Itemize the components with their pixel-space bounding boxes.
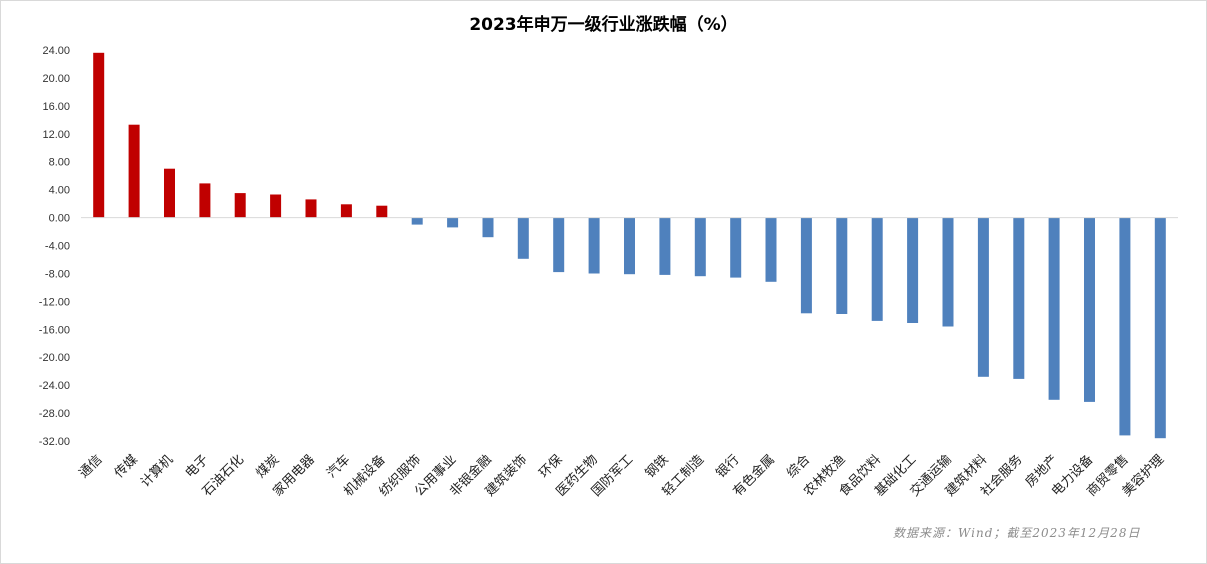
y-tick-label: 16.00 bbox=[42, 101, 70, 113]
bar-环保 bbox=[553, 217, 565, 273]
bar-煤炭 bbox=[270, 194, 282, 218]
x-category-label: 煤炭 bbox=[253, 452, 282, 481]
bar-商贸零售 bbox=[1119, 217, 1131, 436]
bar-通信 bbox=[93, 52, 105, 218]
y-tick-label: 0.00 bbox=[49, 213, 70, 225]
y-tick-label: 12.00 bbox=[42, 129, 70, 141]
x-category-label: 综合 bbox=[784, 452, 813, 481]
y-tick-label: -16.00 bbox=[39, 324, 70, 336]
bar-综合 bbox=[800, 217, 812, 314]
bar-美容护理 bbox=[1154, 217, 1166, 439]
bar-食品饮料 bbox=[871, 217, 883, 321]
y-tick-label: -8.00 bbox=[45, 268, 70, 280]
bar-交通运输 bbox=[942, 217, 954, 327]
y-tick-label: 8.00 bbox=[49, 157, 70, 169]
bar-农林牧渔 bbox=[836, 217, 848, 314]
bar-国防军工 bbox=[624, 217, 635, 275]
x-category-label: 钢铁 bbox=[643, 452, 672, 481]
bar-电力设备 bbox=[1084, 217, 1095, 402]
data-source-note: 数据来源：Wind；截至2023年12月28日 bbox=[893, 526, 1141, 540]
bar-银行 bbox=[730, 217, 742, 278]
bar-建筑材料 bbox=[977, 217, 989, 377]
x-category-label: 计算机 bbox=[138, 452, 176, 490]
bar-公用事业 bbox=[447, 217, 459, 228]
y-tick-label: 4.00 bbox=[49, 185, 70, 197]
bar-建筑装饰 bbox=[517, 217, 529, 259]
y-tick-label: -24.00 bbox=[39, 380, 70, 392]
x-category-label: 汽车 bbox=[324, 452, 354, 482]
bar-纺织服饰 bbox=[411, 217, 423, 225]
bar-钢铁 bbox=[659, 217, 671, 275]
y-tick-label: -12.00 bbox=[39, 296, 70, 308]
bar-电子 bbox=[199, 183, 211, 218]
y-tick-label: -20.00 bbox=[39, 352, 70, 364]
x-category-label: 银行 bbox=[713, 452, 742, 481]
bar-机械设备 bbox=[376, 205, 388, 218]
y-tick-label: -28.00 bbox=[39, 408, 70, 420]
bar-非银金融 bbox=[482, 217, 494, 238]
y-tick-label: -4.00 bbox=[45, 241, 70, 253]
bar-有色金属 bbox=[765, 217, 777, 282]
bar-房地产 bbox=[1048, 217, 1060, 400]
x-category-label: 电子 bbox=[183, 452, 212, 481]
chart-title: 2023年申万一级行业涨跌幅（%） bbox=[469, 15, 738, 35]
bar-计算机 bbox=[164, 168, 175, 218]
x-category-label: 通信 bbox=[77, 452, 106, 481]
y-tick-label: -32.00 bbox=[39, 436, 70, 448]
bar-传媒 bbox=[128, 124, 140, 218]
bar-医药生物 bbox=[588, 217, 600, 274]
bar-基础化工 bbox=[907, 217, 919, 323]
y-tick-label: 24.00 bbox=[42, 45, 70, 57]
x-category-label: 环保 bbox=[537, 452, 566, 481]
bar-家用电器 bbox=[305, 199, 317, 218]
x-category-label: 传媒 bbox=[112, 452, 141, 481]
y-tick-label: 20.00 bbox=[42, 73, 70, 85]
bar-社会服务 bbox=[1013, 217, 1025, 379]
bar-石油石化 bbox=[234, 193, 246, 218]
bar-轻工制造 bbox=[694, 217, 706, 277]
bar-汽车 bbox=[340, 204, 352, 218]
